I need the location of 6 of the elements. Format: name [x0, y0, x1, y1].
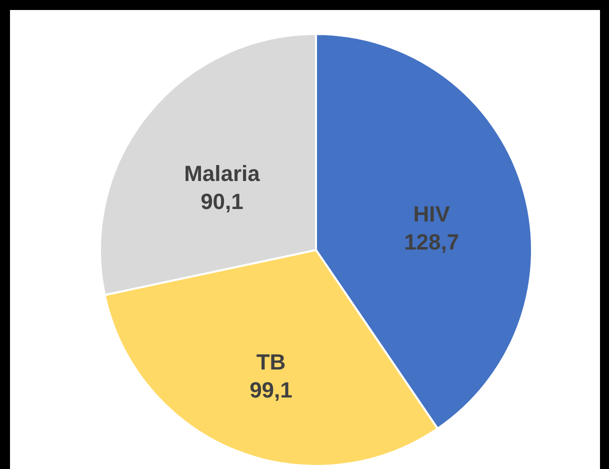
slice-label: HIV [413, 201, 450, 226]
slice-label: TB [256, 349, 286, 374]
data-label: 128,7 [404, 229, 460, 254]
data-label: 99,1 [250, 377, 292, 402]
data-label: 90,1 [200, 188, 244, 214]
slice-label: Malaria [184, 160, 261, 186]
